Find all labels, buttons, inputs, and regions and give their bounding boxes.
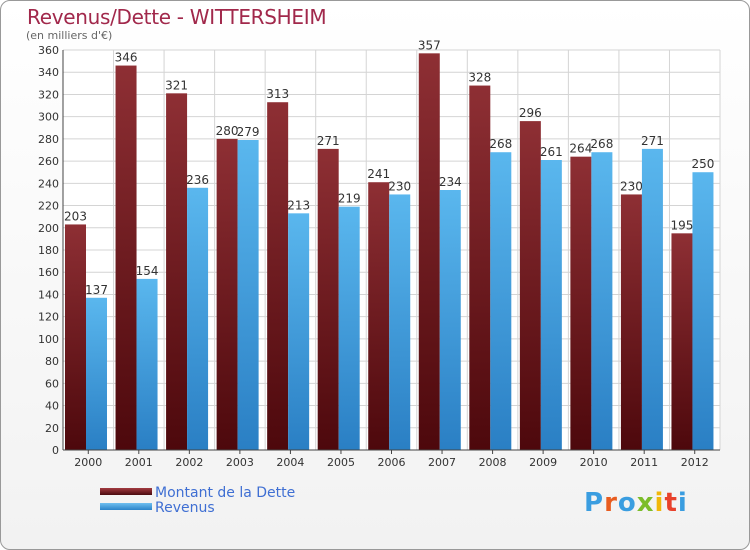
bar-dette [368, 182, 390, 450]
y-tick-label: 160 [38, 266, 59, 279]
bar-dette [317, 148, 339, 450]
bar-revenus [490, 152, 512, 450]
y-tick-label: 200 [38, 222, 59, 235]
x-tick-label: 2010 [580, 456, 608, 469]
data-label: 230 [388, 179, 411, 193]
bar-dette [115, 65, 137, 451]
y-tick-label: 240 [38, 177, 59, 190]
data-label: 271 [641, 134, 664, 148]
bar-revenus [540, 160, 562, 450]
bar-dette [570, 156, 592, 450]
bar-dette [267, 102, 289, 450]
bar-dette [519, 121, 541, 450]
x-tick-label: 2001 [125, 456, 153, 469]
y-tick-label: 0 [52, 444, 59, 457]
bar-revenus [288, 213, 310, 450]
data-label: 268 [489, 137, 512, 151]
bar-revenus [389, 194, 411, 450]
data-label: 154 [136, 264, 159, 278]
x-tick-label: 2009 [529, 456, 557, 469]
data-label: 261 [540, 145, 563, 159]
logo-letter: i [677, 488, 688, 518]
x-tick-label: 2012 [681, 456, 709, 469]
y-tick-label: 220 [38, 200, 59, 213]
data-label: 346 [115, 51, 138, 65]
data-label: 234 [439, 175, 462, 189]
bar-dette [418, 53, 440, 450]
data-label: 241 [367, 167, 390, 181]
chart-title: Revenus/Dette - WITTERSHEIM [27, 5, 327, 29]
logo-letter: i [654, 488, 665, 518]
y-tick-label: 340 [38, 66, 59, 79]
logo-letter: P [584, 488, 605, 518]
x-tick-label: 2005 [327, 456, 355, 469]
data-label: 279 [237, 125, 260, 139]
x-tick-label: 2008 [479, 456, 507, 469]
x-tick-label: 2004 [276, 456, 304, 469]
logo-letter: x [636, 488, 655, 518]
data-label: 203 [64, 209, 87, 223]
y-tick-label: 100 [38, 333, 59, 346]
logo-letter: t [664, 488, 678, 518]
data-label: 328 [468, 71, 491, 85]
y-tick-label: 300 [38, 111, 59, 124]
y-tick-label: 80 [45, 355, 59, 368]
y-tick-label: 120 [38, 311, 59, 324]
x-tick-label: 2006 [378, 456, 406, 469]
data-label: 264 [569, 142, 592, 156]
data-label: 280 [216, 124, 239, 138]
bar-revenus [136, 278, 158, 450]
data-label: 321 [165, 78, 188, 92]
x-tick-label: 2003 [226, 456, 254, 469]
bar-dette [65, 224, 86, 450]
legend-swatch-revenus [100, 503, 152, 510]
bar-dette [216, 138, 238, 450]
y-tick-label: 360 [38, 44, 59, 57]
legend-label-dette: Montant de la Dette [155, 485, 296, 501]
x-tick-label: 2011 [630, 456, 658, 469]
data-label: 230 [620, 179, 643, 193]
bar-revenus [338, 206, 360, 450]
y-tick-label: 20 [45, 422, 59, 435]
y-tick-label: 60 [45, 377, 59, 390]
bar-dette [166, 93, 188, 450]
data-label: 313 [266, 87, 289, 101]
x-tick-label: 2007 [428, 456, 456, 469]
data-label: 236 [186, 173, 209, 187]
bar-dette [671, 233, 693, 450]
legend-swatch-dette [100, 488, 152, 495]
data-label: 195 [671, 218, 694, 232]
data-label: 296 [519, 106, 542, 120]
data-label: 250 [692, 157, 715, 171]
bar-revenus [692, 172, 714, 450]
data-label: 357 [418, 38, 441, 52]
x-tick-label: 2000 [74, 456, 102, 469]
bar-revenus [237, 140, 259, 450]
proxiti-logo: Proxiti [584, 488, 688, 518]
y-tick-label: 260 [38, 155, 59, 168]
bar-revenus [591, 152, 613, 450]
y-tick-label: 40 [45, 400, 59, 413]
bar-dette [469, 85, 491, 451]
legend-label-revenus: Revenus [155, 500, 215, 516]
data-label: 213 [287, 198, 310, 212]
y-tick-label: 280 [38, 133, 59, 146]
data-label: 268 [590, 137, 613, 151]
logo-letter: o [617, 488, 637, 518]
bar-revenus [187, 187, 209, 450]
data-label: 137 [85, 283, 108, 297]
bar-revenus [641, 148, 663, 450]
bar-dette [620, 194, 642, 450]
data-label: 219 [338, 192, 361, 206]
x-tick-label: 2002 [175, 456, 203, 469]
bar-revenus [86, 297, 107, 450]
logo-letter: r [604, 488, 618, 518]
y-tick-label: 180 [38, 244, 59, 257]
data-label: 271 [317, 134, 340, 148]
chart-subtitle: (en milliers d'€) [26, 29, 113, 42]
bar-revenus [439, 190, 461, 450]
y-tick-label: 320 [38, 88, 59, 101]
y-tick-label: 140 [38, 288, 59, 301]
